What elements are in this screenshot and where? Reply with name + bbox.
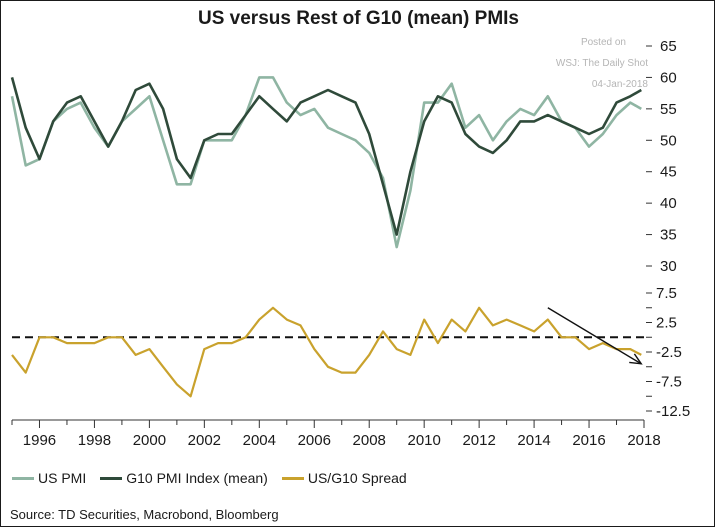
x-tick-label-2000: 2000 [133, 432, 166, 449]
legend-swatch-us-pmi [12, 476, 34, 480]
legend-swatch-g10-pmi [100, 476, 123, 480]
y-tick-label-top-45: 45 [660, 164, 677, 181]
x-tick-label-2008: 2008 [353, 432, 386, 449]
x-tick-label-2004: 2004 [243, 432, 276, 449]
trend-arrow-line [547, 307, 642, 365]
x-tick-label-2014: 2014 [517, 432, 550, 449]
legend-label-us-pmi: US PMI [38, 470, 87, 486]
y-tick-label-top-40: 40 [660, 195, 677, 212]
series-line-us-pmi [10, 76, 642, 249]
chart-title: US versus Rest of G10 (mean) PMIs [198, 8, 519, 29]
series-line-spread [11, 306, 642, 398]
x-axis: 1996 1998 2000 2002 2004 2006 2008 2010 2012 2014… [11, 419, 661, 449]
y-tick-label-top-60: 60 [660, 69, 677, 86]
x-tick-label-2016: 2016 [572, 432, 605, 449]
y-tick-label-top-55: 55 [660, 101, 677, 118]
x-tick-label-2018: 2018 [627, 432, 660, 449]
legend-swatch-spread [281, 476, 304, 480]
y-tick-label-top-35: 35 [660, 227, 677, 244]
watermark-line-2: WSJ: The Daily Shot [555, 58, 648, 69]
legend-label-spread: US/G10 Spread [307, 470, 407, 486]
y-tick-label-top-50: 50 [660, 132, 677, 149]
legend-item-spread: US/G10 Spread [281, 470, 407, 486]
legend-item-g10-pmi: G10 PMI Index (mean) [100, 470, 268, 486]
y-tick-label-top-30: 30 [660, 258, 677, 275]
watermark-line-1: Posted on [580, 37, 626, 48]
y-tick-label-bottom--7.5: -7.5 [656, 374, 682, 391]
watermark-line-3: 04-Jan-2018 [591, 79, 648, 90]
x-tick-label-2002: 2002 [188, 432, 221, 449]
trend-arrow-head [629, 353, 643, 365]
y-tick-label-bottom--12.5: -12.5 [656, 403, 690, 420]
legend: US PMI G10 PMI Index (mean) US/G10 Sprea… [12, 470, 421, 486]
top-panel-pmi: 30 35 40 45 50 55 60 65 [10, 38, 677, 275]
y-tick-label-bottom--2.5: -2.5 [656, 344, 682, 361]
x-tick-label-1996: 1996 [23, 432, 56, 449]
source-note: Source: TD Securities, Macrobond, Bloomb… [10, 507, 279, 522]
x-tick-label-2006: 2006 [298, 432, 331, 449]
x-tick-label-2012: 2012 [462, 432, 495, 449]
legend-item-us-pmi: US PMI [12, 470, 86, 486]
series-line-g10-pmi [10, 77, 642, 236]
x-tick-label-2010: 2010 [407, 432, 440, 449]
y-tick-label-top-65: 65 [660, 38, 677, 55]
bottom-panel-spread: -12.5 -7.5 -2.5 2.5 7.5 [11, 285, 690, 420]
y-tick-label-bottom-7.5: 7.5 [656, 285, 677, 302]
x-tick-label-1998: 1998 [78, 432, 111, 449]
legend-label-g10-pmi: G10 PMI Index (mean) [126, 470, 268, 486]
y-tick-label-bottom-2.5: 2.5 [656, 315, 677, 332]
